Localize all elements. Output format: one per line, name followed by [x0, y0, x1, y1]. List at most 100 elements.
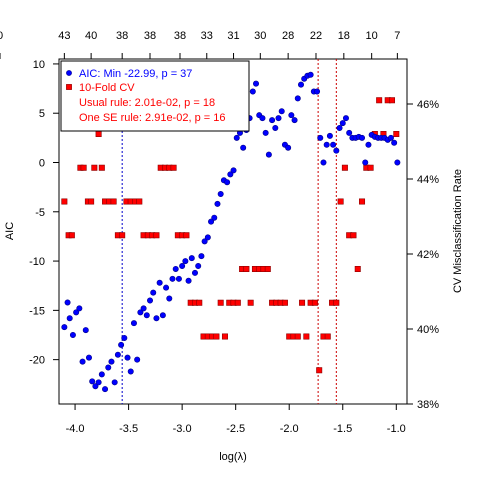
aic-point [230, 167, 237, 174]
cv-point [281, 299, 288, 306]
series-10-fold-cv [61, 97, 400, 374]
aic-point [127, 368, 134, 375]
series-aic [61, 71, 401, 393]
cv-point [354, 265, 361, 272]
legend-label-cv: 10-Fold CV [79, 82, 135, 94]
top-axis-label: 43 [58, 30, 70, 42]
cv-point [376, 97, 383, 104]
aic-point [188, 255, 195, 262]
cv-point [68, 232, 75, 239]
aic-point [79, 358, 86, 365]
aic-point [156, 279, 163, 286]
legend-label-aic: AIC: Min -22.99, p = 37 [79, 68, 192, 80]
y-right-tick-label: 44% [417, 174, 439, 186]
cv-point [98, 164, 105, 171]
aic-point [134, 356, 141, 363]
top-axis-df: 43 40 38 38 38 33 31 30 28 22 18 10 7 0 [0, 30, 400, 59]
reference-lines [121, 59, 337, 404]
aic-point [275, 115, 282, 122]
aic-point [323, 141, 330, 148]
top-axis-label: 38 [144, 30, 156, 42]
aic-point [359, 134, 366, 141]
cv-point [294, 333, 301, 340]
y-axis-left: -20 -15 -10 -5 0 5 10 [29, 59, 59, 367]
legend: AIC: Min -22.99, p = 37 10-Fold CV Usual… [60, 60, 250, 132]
cv-point [95, 131, 102, 138]
aic-point [249, 88, 256, 95]
aic-point [297, 81, 304, 88]
aic-point [92, 383, 99, 390]
cv-point [61, 198, 68, 205]
y-right-tick-label: 38% [417, 399, 439, 411]
aic-point [269, 117, 276, 124]
cv-point [333, 299, 340, 306]
aic-point [326, 132, 333, 139]
aic-point [61, 324, 68, 331]
legend-label-usual-rule: Usual rule: 2.01e-02, p = 18 [79, 97, 215, 109]
aic-point [73, 309, 80, 316]
cv-point [316, 367, 323, 374]
top-axis-label: 28 [282, 30, 294, 42]
cv-point [389, 97, 396, 104]
cv-point [234, 299, 241, 306]
top-axis-label: 31 [227, 30, 239, 42]
top-axis-label: 18 [338, 30, 350, 42]
aic-point [89, 378, 96, 385]
aic-point [317, 134, 324, 141]
aic-point [320, 159, 327, 166]
aic-point [191, 269, 198, 276]
aic-point [272, 125, 279, 132]
aic-point [278, 108, 285, 115]
x-tick-label: -3.5 [119, 423, 138, 435]
aic-point [211, 214, 218, 221]
cv-point [88, 198, 95, 205]
aic-point [333, 147, 340, 154]
aic-point [285, 144, 292, 151]
aic-point [195, 262, 202, 269]
aic-point [391, 139, 398, 146]
aic-point [265, 151, 272, 158]
x-tick-label: -4.0 [66, 423, 85, 435]
aic-point [262, 129, 269, 136]
aic-point [85, 354, 92, 361]
aic-point [111, 379, 118, 386]
top-axis-label: 10 [366, 30, 378, 42]
x-tick-label: -1.0 [387, 423, 406, 435]
aic-point [346, 129, 353, 136]
plot-frame [58, 58, 408, 405]
y-right-tick-label: 40% [417, 324, 439, 336]
aic-point [342, 115, 349, 122]
cv-point [359, 198, 366, 205]
top-axis-label: 38 [116, 30, 128, 42]
x-tick-label: -3.0 [173, 423, 192, 435]
aic-point [204, 234, 211, 241]
cv-point [324, 333, 331, 340]
aic-point [124, 354, 131, 361]
aic-point [362, 159, 369, 166]
cv-point [110, 198, 117, 205]
y-left-tick-label: -10 [29, 256, 45, 268]
cv-point [119, 232, 126, 239]
aic-point [217, 191, 224, 198]
y-left-tick-label: 10 [33, 59, 45, 71]
aic-point [259, 115, 266, 122]
x-tick-label: -1.5 [333, 423, 352, 435]
aic-point [253, 80, 260, 87]
aic-point [208, 218, 215, 225]
cv-point [337, 198, 344, 205]
top-axis-label: 33 [201, 30, 213, 42]
aic-point [76, 305, 83, 312]
aic-point [82, 327, 89, 334]
aic-point [169, 275, 176, 282]
cv-point [303, 333, 310, 340]
aic-point [66, 315, 73, 322]
aic-point [163, 284, 170, 291]
aic-point [365, 141, 372, 148]
y-right-tick-label: 42% [417, 249, 439, 261]
cv-point [80, 164, 87, 171]
cv-point [196, 299, 203, 306]
aic-point [240, 144, 247, 151]
top-axis-label: 0 [0, 30, 3, 42]
cv-point [221, 333, 228, 340]
